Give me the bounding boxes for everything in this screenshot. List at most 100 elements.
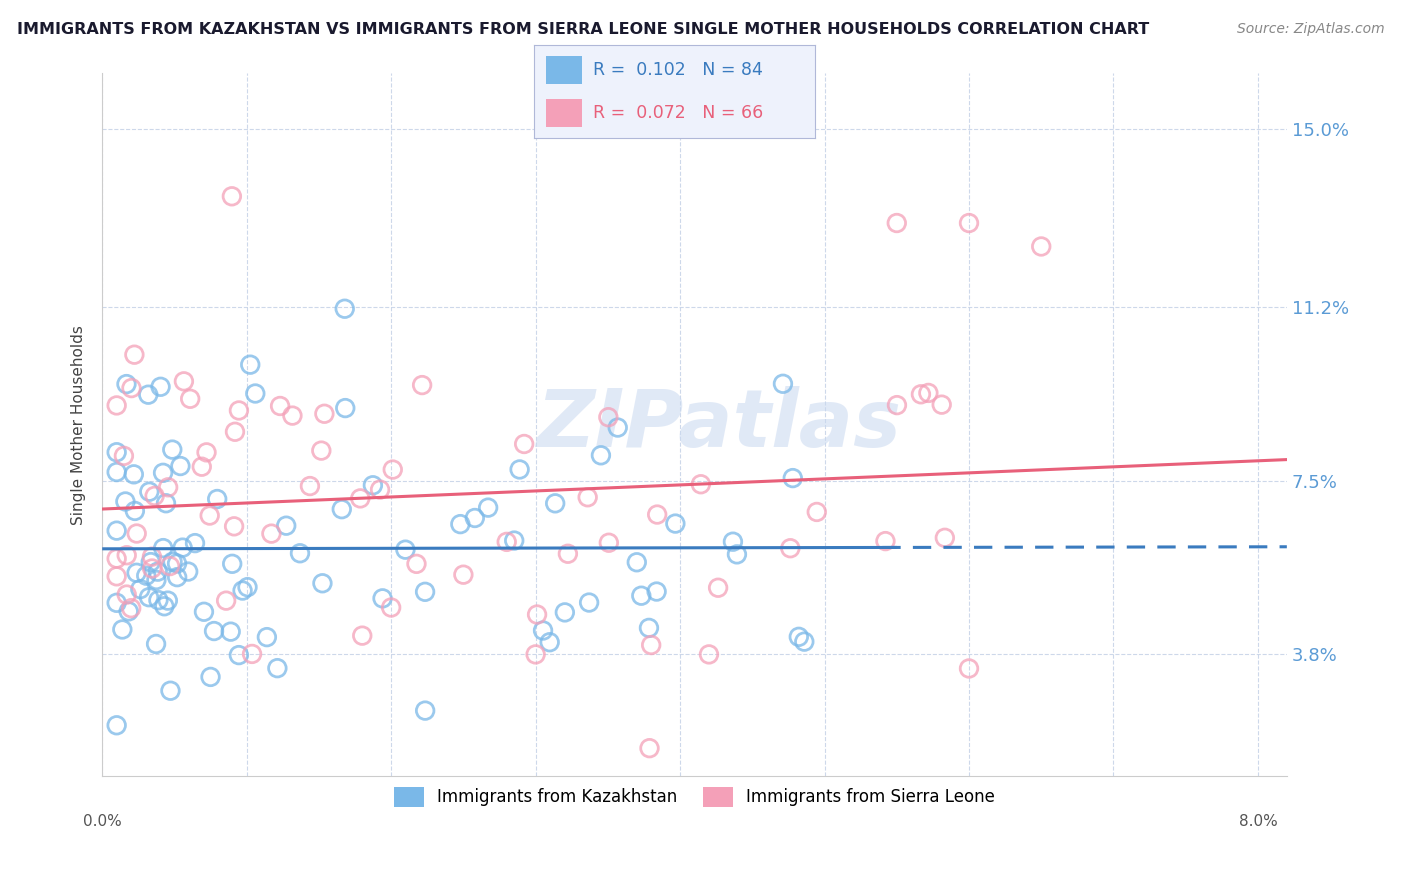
Point bbox=[105, 524, 128, 538]
Point bbox=[148, 593, 170, 607]
Point bbox=[1031, 239, 1053, 253]
Point bbox=[453, 567, 475, 582]
Point bbox=[125, 526, 148, 541]
Point bbox=[352, 629, 374, 643]
Point bbox=[779, 541, 801, 556]
Point bbox=[371, 591, 394, 606]
Point bbox=[177, 565, 200, 579]
Point bbox=[111, 623, 134, 637]
Point bbox=[141, 549, 163, 564]
Point bbox=[125, 566, 148, 580]
Bar bbox=[546, 56, 582, 84]
Point bbox=[910, 387, 932, 401]
Point bbox=[232, 583, 254, 598]
Point bbox=[115, 377, 138, 392]
Legend: Immigrants from Kazakhstan, Immigrants from Sierra Leone: Immigrants from Kazakhstan, Immigrants f… bbox=[388, 780, 1001, 814]
Point bbox=[638, 741, 661, 756]
Point bbox=[221, 189, 243, 203]
Point bbox=[141, 561, 163, 575]
Point bbox=[576, 490, 599, 504]
Point bbox=[202, 624, 225, 638]
Point bbox=[934, 531, 956, 545]
Point bbox=[381, 462, 404, 476]
Point bbox=[228, 403, 250, 417]
Point bbox=[228, 648, 250, 662]
Point bbox=[288, 546, 311, 560]
Point bbox=[129, 582, 152, 596]
Point bbox=[413, 584, 436, 599]
Point bbox=[146, 565, 169, 579]
Point bbox=[105, 445, 128, 459]
Point bbox=[380, 600, 402, 615]
Point bbox=[349, 491, 371, 506]
Point bbox=[477, 500, 499, 515]
Point bbox=[149, 380, 172, 394]
Point bbox=[640, 638, 662, 652]
Point bbox=[121, 381, 143, 395]
Point bbox=[411, 378, 433, 392]
Point bbox=[155, 496, 177, 510]
Point bbox=[330, 502, 353, 516]
Point bbox=[598, 410, 620, 425]
Point bbox=[152, 466, 174, 480]
Point bbox=[721, 534, 744, 549]
Point bbox=[156, 593, 179, 607]
Point bbox=[333, 301, 356, 316]
Point bbox=[281, 409, 304, 423]
Point bbox=[276, 518, 298, 533]
Point bbox=[120, 601, 142, 615]
Point bbox=[578, 596, 600, 610]
Point bbox=[145, 637, 167, 651]
Point bbox=[162, 442, 184, 457]
Point bbox=[782, 471, 804, 485]
Point bbox=[138, 484, 160, 499]
Point bbox=[886, 216, 908, 230]
Point bbox=[503, 533, 526, 548]
Point bbox=[689, 477, 711, 491]
Point bbox=[266, 661, 288, 675]
Point bbox=[598, 535, 620, 549]
Point bbox=[931, 398, 953, 412]
Point bbox=[957, 661, 980, 675]
Point bbox=[240, 647, 263, 661]
Point bbox=[219, 624, 242, 639]
Point bbox=[184, 536, 207, 550]
Point bbox=[157, 480, 180, 494]
Point bbox=[260, 526, 283, 541]
Point bbox=[112, 449, 135, 463]
Point bbox=[169, 458, 191, 473]
Point bbox=[298, 479, 321, 493]
Point bbox=[193, 605, 215, 619]
Point bbox=[413, 704, 436, 718]
Point bbox=[166, 570, 188, 584]
Text: R =  0.102   N = 84: R = 0.102 N = 84 bbox=[593, 61, 763, 78]
Point bbox=[172, 541, 194, 555]
Text: 8.0%: 8.0% bbox=[1239, 814, 1277, 829]
Point bbox=[195, 445, 218, 459]
Point bbox=[166, 557, 188, 571]
Point bbox=[311, 443, 333, 458]
Point bbox=[495, 534, 517, 549]
Point bbox=[135, 568, 157, 582]
Text: Source: ZipAtlas.com: Source: ZipAtlas.com bbox=[1237, 22, 1385, 37]
Point bbox=[191, 459, 214, 474]
Point bbox=[159, 683, 181, 698]
Point bbox=[335, 401, 357, 415]
Point bbox=[162, 555, 184, 569]
Point bbox=[245, 386, 267, 401]
Point bbox=[124, 504, 146, 518]
Point bbox=[886, 398, 908, 412]
Point bbox=[626, 555, 648, 569]
Point bbox=[115, 548, 138, 562]
Point bbox=[314, 407, 336, 421]
Point bbox=[524, 648, 547, 662]
Point bbox=[531, 624, 554, 638]
Point bbox=[224, 425, 246, 439]
Text: IMMIGRANTS FROM KAZAKHSTAN VS IMMIGRANTS FROM SIERRA LEONE SINGLE MOTHER HOUSEHO: IMMIGRANTS FROM KAZAKHSTAN VS IMMIGRANTS… bbox=[17, 22, 1149, 37]
Point bbox=[772, 376, 794, 391]
Text: ZIPatlas: ZIPatlas bbox=[536, 385, 901, 464]
Point bbox=[118, 604, 141, 618]
Point bbox=[105, 596, 128, 610]
Point bbox=[606, 420, 628, 434]
Point bbox=[200, 670, 222, 684]
